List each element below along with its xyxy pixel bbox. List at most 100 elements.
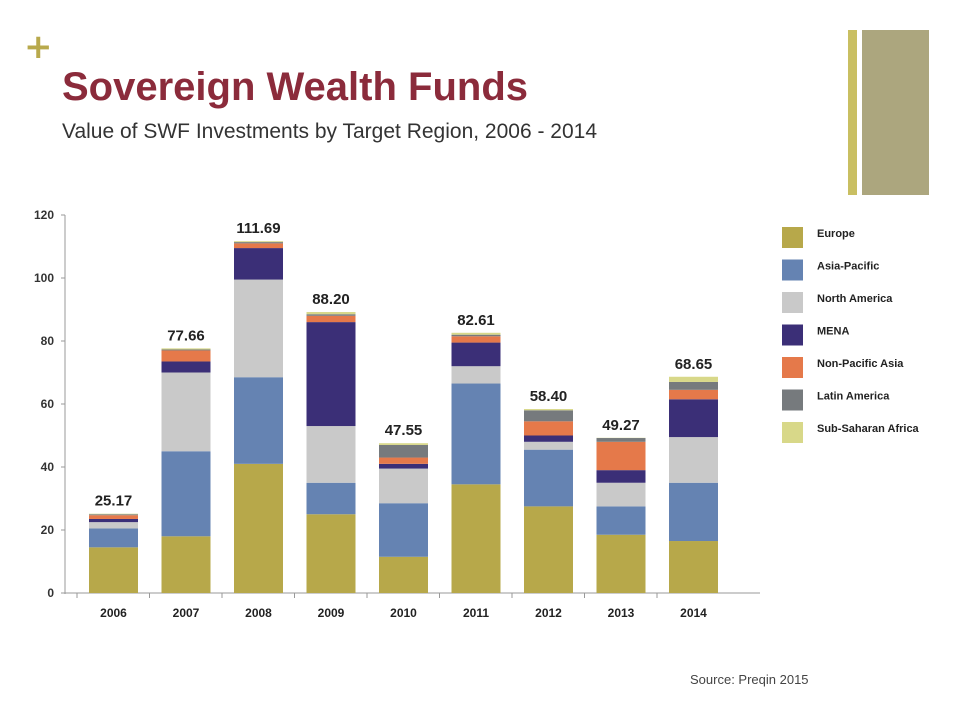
- y-tick-label: 20: [41, 523, 55, 537]
- bar-segment: [524, 410, 573, 422]
- source-note: Source: Preqin 2015: [690, 672, 809, 687]
- legend-swatch: [782, 422, 803, 443]
- legend-label: Non-Pacific Asia: [817, 358, 904, 370]
- x-tick-label: 2007: [173, 606, 200, 620]
- legend-label: MENA: [817, 326, 849, 338]
- x-tick-label: 2006: [100, 606, 127, 620]
- bar-segment: [161, 348, 211, 350]
- bar-segment: [379, 444, 428, 458]
- bar-segment: [89, 515, 138, 519]
- bar-segment: [89, 518, 138, 523]
- bar-segment: [524, 421, 573, 436]
- legend-label: Asia-Pacific: [817, 261, 879, 273]
- bar-segment: [306, 315, 356, 323]
- x-tick-label: 2008: [245, 606, 272, 620]
- bar-segment: [234, 242, 283, 244]
- bar-segment: [524, 441, 573, 450]
- bar-segment: [596, 506, 646, 535]
- bar-segment: [669, 399, 718, 438]
- bar-segment: [89, 528, 138, 548]
- bar-segment: [234, 243, 283, 249]
- bar-segment: [669, 381, 718, 390]
- legend-swatch: [782, 259, 803, 281]
- bar-segment: [451, 336, 501, 343]
- bar-segment: [451, 484, 501, 593]
- bar-segment: [161, 350, 211, 362]
- legend-swatch: [782, 324, 803, 346]
- legend-label: Sub-Saharan Africa: [817, 423, 920, 435]
- bar-segment: [306, 312, 356, 315]
- plus-icon: +: [24, 27, 53, 67]
- bar-segment: [306, 322, 356, 427]
- bar-total-label: 49.27: [602, 417, 640, 434]
- legend-swatch: [782, 389, 803, 411]
- legend-swatch: [782, 292, 803, 313]
- bar-segment: [379, 468, 428, 504]
- decorative-bar-wide: [862, 30, 929, 195]
- bar-segment: [669, 541, 718, 593]
- bar-segment: [596, 470, 646, 483]
- bar-segment: [669, 376, 718, 382]
- bar-total-label: 77.66: [167, 327, 205, 344]
- x-tick-label: 2014: [680, 606, 707, 620]
- bar-segment: [234, 279, 283, 378]
- bar-segment: [306, 426, 356, 483]
- bar-total-label: 25.17: [95, 493, 133, 510]
- bar-segment: [306, 482, 356, 515]
- bar-total-label: 82.61: [457, 312, 495, 329]
- x-tick-label: 2009: [318, 606, 345, 620]
- bar-segment: [596, 438, 646, 442]
- bar-segment: [669, 389, 718, 400]
- y-tick-label: 60: [41, 397, 55, 411]
- bar-segment: [669, 437, 718, 483]
- bar-segment: [89, 522, 138, 529]
- legend-label: North America: [817, 293, 893, 305]
- bar-segment: [379, 457, 428, 464]
- bar-segment: [451, 342, 501, 367]
- x-tick-label: 2010: [390, 606, 417, 620]
- bar-segment: [89, 513, 138, 515]
- x-tick-label: 2011: [463, 606, 489, 620]
- bar-segment: [306, 314, 356, 316]
- bar-segment: [451, 332, 501, 335]
- bar-segment: [596, 482, 646, 507]
- y-tick-label: 100: [34, 271, 54, 285]
- bar-total-label: 47.55: [385, 422, 423, 439]
- y-tick-label: 40: [41, 460, 55, 474]
- bar-total-label: 58.40: [530, 388, 568, 405]
- bar-segment: [451, 366, 501, 384]
- bar-segment: [596, 441, 646, 471]
- bar-segment: [161, 372, 211, 452]
- bar-segment: [234, 248, 283, 280]
- bar-segment: [524, 449, 573, 507]
- bar-total-label: 88.20: [312, 291, 350, 308]
- legend-label: Latin America: [817, 391, 890, 403]
- x-tick-label: 2012: [535, 606, 562, 620]
- y-tick-label: 120: [34, 208, 54, 222]
- bar-segment: [524, 435, 573, 442]
- decorative-bar-thin: [848, 30, 857, 195]
- bar-segment: [161, 349, 211, 351]
- bar-segment: [451, 383, 501, 485]
- bar-segment: [379, 503, 428, 557]
- bar-segment: [234, 463, 283, 593]
- bar-segment: [161, 361, 211, 373]
- y-tick-label: 0: [47, 586, 54, 600]
- slide-subtitle: Value of SWF Investments by Target Regio…: [62, 120, 598, 143]
- bar-segment: [89, 547, 138, 593]
- y-tick-label: 80: [41, 334, 55, 348]
- bar-segment: [89, 514, 138, 516]
- legend-swatch: [782, 227, 803, 248]
- bar-segment: [234, 241, 283, 243]
- bar-segment: [161, 451, 211, 537]
- bar-segment: [161, 536, 211, 593]
- bar-total-label: 111.69: [236, 220, 280, 237]
- bar-segment: [379, 443, 428, 445]
- bar-segment: [596, 534, 646, 593]
- slide-title: Sovereign Wealth Funds: [62, 65, 528, 109]
- bar-segment: [234, 377, 283, 464]
- bar-segment: [669, 482, 718, 542]
- bar-segment: [379, 463, 428, 469]
- bar-segment: [451, 334, 501, 337]
